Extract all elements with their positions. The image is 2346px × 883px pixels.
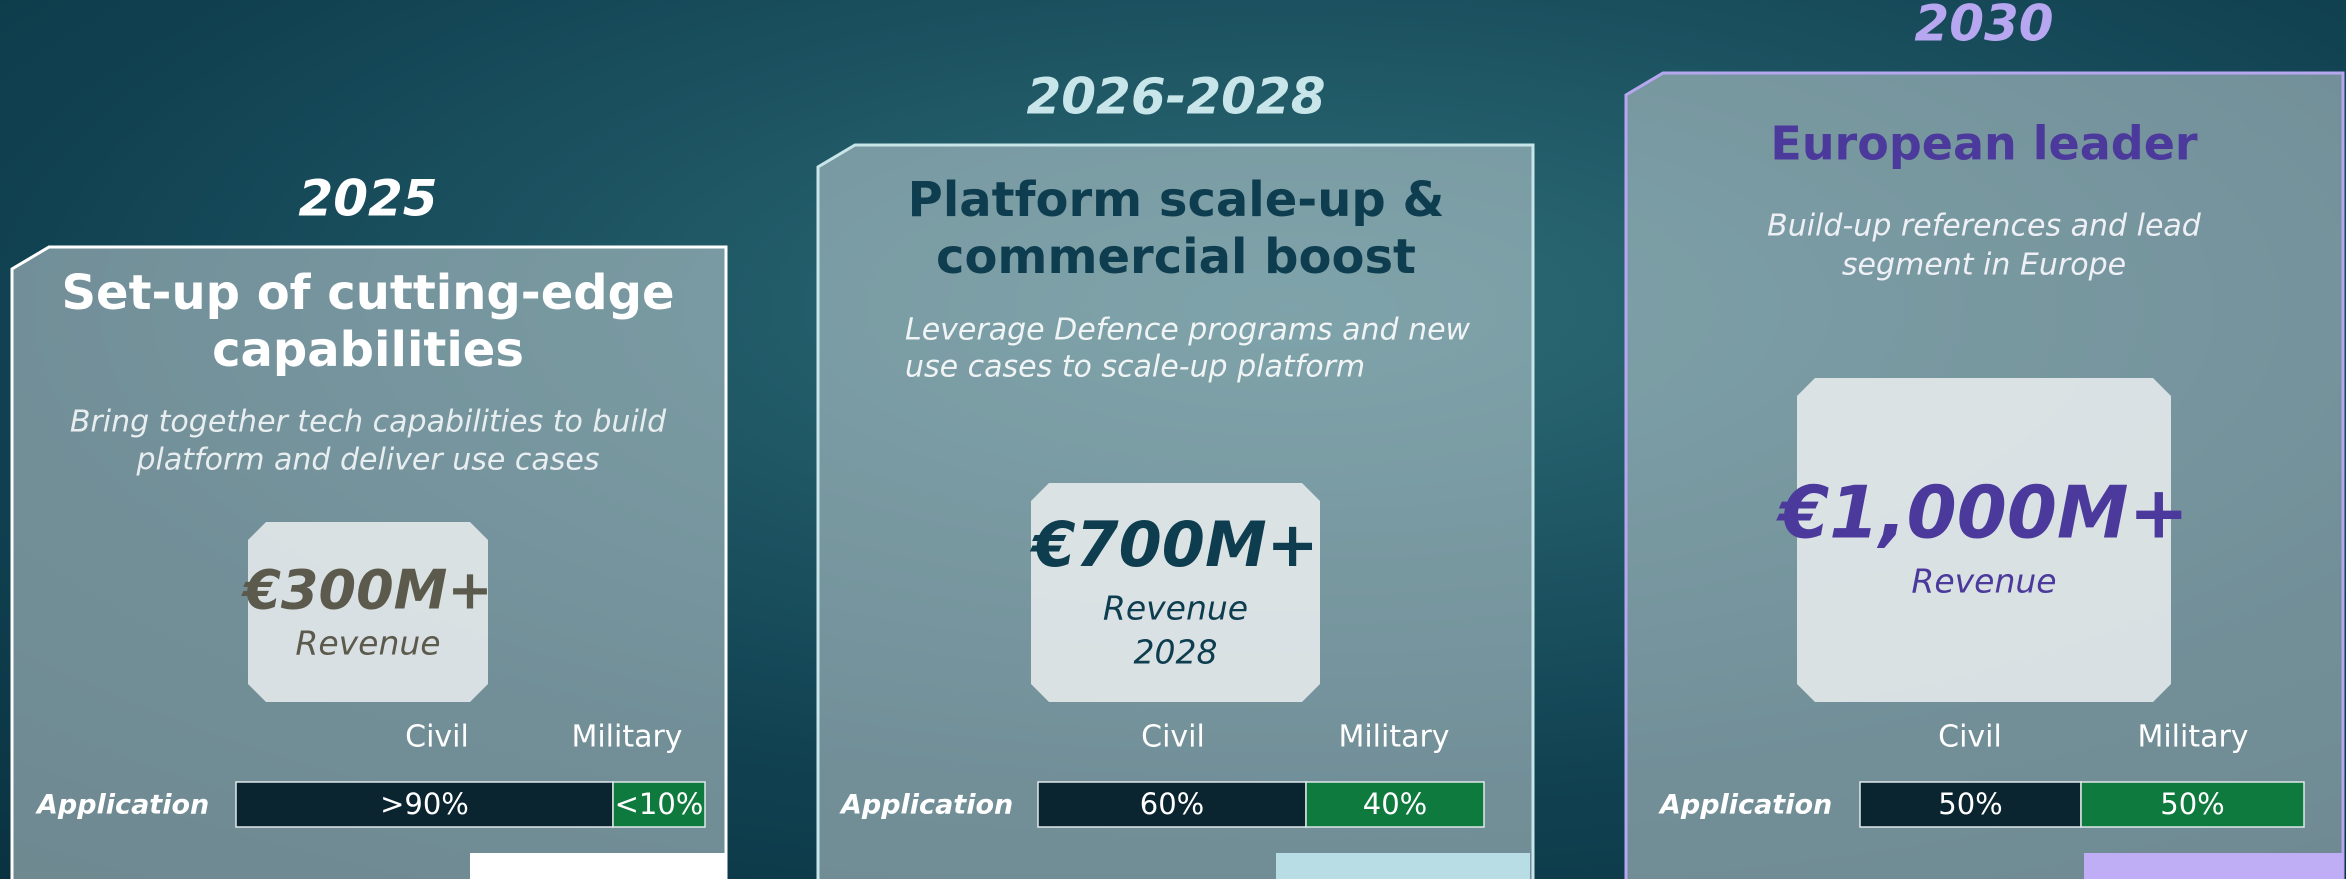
panel-subtitle: Build-up references and lead: [1767, 209, 2202, 244]
civil-share: 50%: [1938, 787, 2002, 821]
year: 2025: [298, 170, 437, 228]
roadmap: 2025 Set-up of cutting-edgecapabilities Br…: [0, 0, 2346, 879]
revenue-label: Revenue: [1911, 562, 2056, 601]
revenue-label: Revenue: [1103, 589, 1248, 628]
panel-subtitle: Leverage Defence programs and new: [905, 313, 1471, 348]
application-label: Application: [839, 790, 1013, 821]
panel-subtitle: Bring together tech capabilities to buil…: [70, 405, 667, 440]
application-label: Application: [35, 790, 209, 821]
year: 2030: [1914, 0, 2053, 53]
civil-label: Civil: [1141, 720, 1205, 755]
panel-title: Set-up of cutting-edge: [61, 265, 674, 321]
year: 2026-2028: [1026, 68, 1325, 126]
military-label: Military: [2137, 720, 2248, 755]
military-label: Military: [571, 720, 682, 755]
civil-label: Civil: [1938, 720, 2002, 755]
revenue: €1,000M+: [1776, 471, 2189, 555]
panel-subtitle: use cases to scale-up platform: [905, 350, 1365, 385]
panel-footer: [2084, 853, 2343, 879]
panel-title: Platform scale-up &: [908, 172, 1445, 228]
civil-share: >90%: [380, 787, 469, 821]
civil-label: Civil: [405, 720, 469, 755]
panel-title: European leader: [1770, 117, 2198, 171]
revenue-label: Revenue: [295, 624, 440, 663]
panel-footer: [470, 853, 726, 879]
military-share: <10%: [615, 787, 704, 821]
military-label: Military: [1338, 720, 1449, 755]
application-label: Application: [1658, 790, 1832, 821]
civil-share: 60%: [1140, 787, 1204, 821]
panel-subtitle: segment in Europe: [1842, 248, 2126, 283]
revenue: €300M+: [240, 559, 492, 622]
panel-title: capabilities: [212, 322, 524, 378]
panel-footer: [1276, 853, 1530, 879]
revenue: €700M+: [1029, 508, 1318, 581]
page: 2025 Set-up of cutting-edgecapabilities Br…: [0, 0, 2346, 879]
military-share: 40%: [1363, 787, 1427, 821]
panel-subtitle: platform and deliver use cases: [136, 443, 600, 478]
military-share: 50%: [2160, 787, 2224, 821]
panel-title: commercial boost: [936, 229, 1416, 285]
revenue-label: 2028: [1134, 633, 1218, 672]
